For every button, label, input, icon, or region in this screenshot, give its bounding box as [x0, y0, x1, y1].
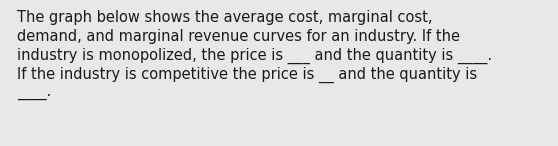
- Text: If the industry is competitive the price is __ and the quantity is: If the industry is competitive the price…: [17, 67, 477, 83]
- Text: demand, and marginal revenue curves for an industry. If the: demand, and marginal revenue curves for …: [17, 29, 460, 44]
- Text: ____.: ____.: [17, 86, 51, 101]
- Text: The graph below shows the average cost, marginal cost,: The graph below shows the average cost, …: [17, 10, 432, 25]
- Text: industry is monopolized, the price is ___ and the quantity is ____.: industry is monopolized, the price is __…: [17, 48, 492, 64]
